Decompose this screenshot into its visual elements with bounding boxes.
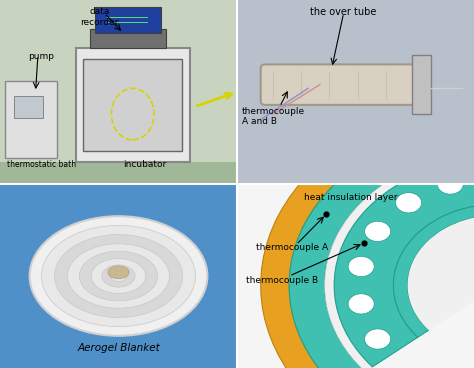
Wedge shape xyxy=(261,102,474,368)
FancyBboxPatch shape xyxy=(237,184,474,368)
FancyBboxPatch shape xyxy=(412,55,431,114)
Text: heat insulation layer: heat insulation layer xyxy=(304,193,398,202)
Circle shape xyxy=(348,294,374,314)
Ellipse shape xyxy=(91,258,146,294)
Circle shape xyxy=(348,256,374,277)
Text: pump: pump xyxy=(28,52,55,60)
Ellipse shape xyxy=(55,235,182,317)
FancyBboxPatch shape xyxy=(0,0,237,184)
FancyBboxPatch shape xyxy=(83,59,182,151)
Ellipse shape xyxy=(41,225,195,327)
Text: thermostatic bath: thermostatic bath xyxy=(7,160,76,169)
Wedge shape xyxy=(393,205,474,337)
Ellipse shape xyxy=(29,216,207,336)
Circle shape xyxy=(437,174,463,194)
Text: data
recorder: data recorder xyxy=(81,7,118,27)
Circle shape xyxy=(365,329,391,349)
Circle shape xyxy=(365,221,391,241)
Text: thermocouple A: thermocouple A xyxy=(256,243,328,252)
Ellipse shape xyxy=(102,265,135,287)
Circle shape xyxy=(395,192,421,213)
Wedge shape xyxy=(334,159,474,367)
FancyBboxPatch shape xyxy=(261,64,417,105)
FancyBboxPatch shape xyxy=(0,184,237,368)
FancyBboxPatch shape xyxy=(95,7,161,33)
Text: thermocouple
A and B: thermocouple A and B xyxy=(242,107,305,126)
Wedge shape xyxy=(289,124,474,368)
Ellipse shape xyxy=(110,270,127,282)
FancyBboxPatch shape xyxy=(14,96,43,118)
Text: thermocouple B: thermocouple B xyxy=(246,276,319,285)
Text: the over tube: the over tube xyxy=(310,7,377,17)
FancyBboxPatch shape xyxy=(90,29,166,48)
FancyBboxPatch shape xyxy=(0,162,237,184)
FancyBboxPatch shape xyxy=(237,0,474,184)
Ellipse shape xyxy=(67,244,169,308)
Text: Aerogel Blanket: Aerogel Blanket xyxy=(77,343,160,353)
Ellipse shape xyxy=(108,266,129,279)
FancyBboxPatch shape xyxy=(5,81,57,158)
Text: incubator: incubator xyxy=(123,160,166,169)
FancyBboxPatch shape xyxy=(76,48,190,162)
Ellipse shape xyxy=(79,251,157,301)
Wedge shape xyxy=(408,216,474,330)
Wedge shape xyxy=(325,151,474,368)
